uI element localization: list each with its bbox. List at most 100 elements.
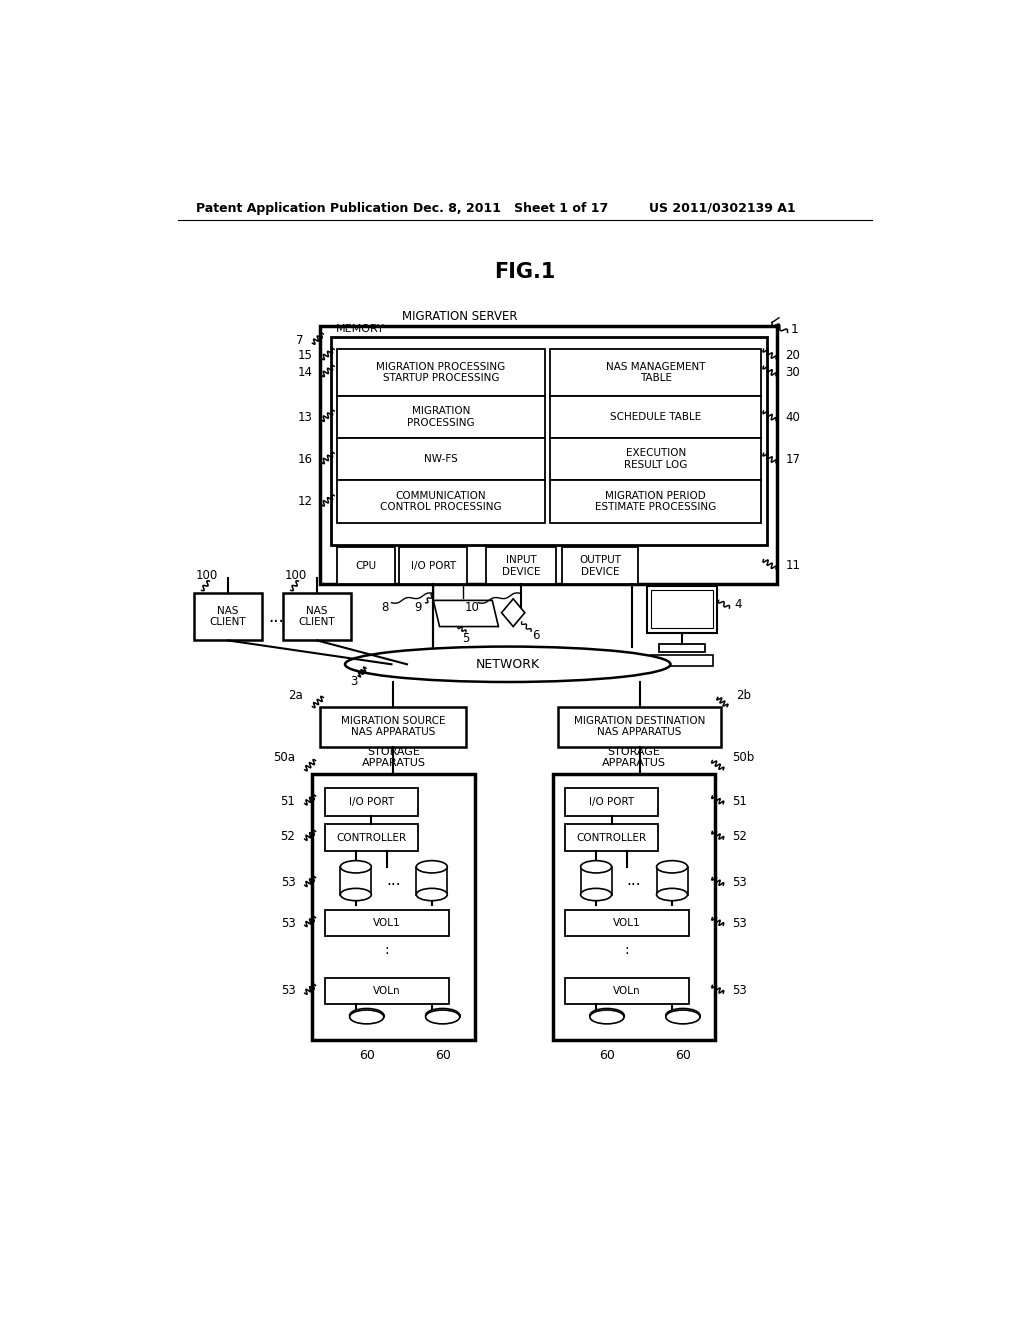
Bar [337, 438, 545, 480]
Text: CONTROLLER: CONTROLLER [336, 833, 407, 842]
Bar [399, 548, 467, 585]
Ellipse shape [345, 647, 671, 682]
Text: 10: 10 [465, 601, 479, 614]
Text: I/O PORT: I/O PORT [589, 797, 634, 807]
Bar [565, 909, 689, 936]
Text: MIGRATION PERIOD
ESTIMATE PROCESSING: MIGRATION PERIOD ESTIMATE PROCESSING [595, 491, 717, 512]
Text: VOL1: VOL1 [613, 917, 641, 928]
Text: INPUT
DEVICE: INPUT DEVICE [502, 554, 541, 577]
Text: MEMORY: MEMORY [336, 325, 384, 334]
Bar [337, 396, 545, 438]
Bar [550, 396, 761, 438]
Text: NAS MANAGEMENT
TABLE: NAS MANAGEMENT TABLE [606, 362, 706, 383]
Text: 5: 5 [462, 632, 470, 645]
Text: :: : [625, 942, 630, 957]
Text: MIGRATION SERVER: MIGRATION SERVER [401, 310, 517, 323]
Polygon shape [433, 601, 499, 627]
Text: FIG.1: FIG.1 [495, 263, 555, 282]
Text: 12: 12 [297, 495, 312, 508]
Ellipse shape [590, 1010, 624, 1024]
Bar [565, 788, 658, 816]
Bar [565, 824, 658, 851]
Bar [321, 706, 466, 747]
Text: 60: 60 [599, 1049, 614, 1063]
Bar [590, 1015, 624, 1016]
Text: 4: 4 [734, 598, 741, 611]
Ellipse shape [349, 1010, 384, 1024]
Text: 52: 52 [281, 830, 295, 843]
Text: 7: 7 [296, 334, 303, 347]
Text: VOL1: VOL1 [373, 917, 400, 928]
Text: COMMUNICATION
CONTROL PROCESSING: COMMUNICATION CONTROL PROCESSING [380, 491, 502, 512]
Text: CONTROLLER: CONTROLLER [577, 833, 647, 842]
Bar [337, 480, 545, 523]
Bar [550, 438, 761, 480]
Text: 13: 13 [298, 411, 312, 424]
Bar [651, 655, 713, 665]
Bar [417, 867, 447, 895]
Text: VOLn: VOLn [373, 986, 400, 995]
Text: 60: 60 [358, 1049, 375, 1063]
Text: MIGRATION SOURCE
NAS APPARATUS: MIGRATION SOURCE NAS APPARATUS [341, 715, 445, 738]
Ellipse shape [656, 861, 687, 873]
Bar [553, 775, 716, 1040]
Bar [486, 548, 556, 585]
Text: 51: 51 [281, 795, 295, 808]
Text: 3: 3 [350, 675, 358, 688]
Text: 50b: 50b [732, 751, 755, 764]
Text: 51: 51 [732, 795, 748, 808]
Bar [349, 1015, 384, 1016]
Bar [565, 978, 689, 1003]
Bar [550, 350, 761, 396]
Text: Patent Application Publication: Patent Application Publication [197, 202, 409, 215]
Text: 53: 53 [281, 916, 295, 929]
Text: 2b: 2b [736, 689, 752, 702]
Bar [331, 337, 767, 545]
Ellipse shape [340, 888, 372, 900]
Ellipse shape [426, 1008, 460, 1022]
Text: ...: ... [627, 873, 641, 888]
Text: MIGRATION DESTINATION
NAS APPARATUS: MIGRATION DESTINATION NAS APPARATUS [573, 715, 706, 738]
Bar [558, 706, 721, 747]
Text: 11: 11 [785, 560, 800, 573]
Text: 53: 53 [732, 875, 748, 888]
Bar [325, 978, 449, 1003]
Text: 100: 100 [285, 569, 307, 582]
Bar [562, 548, 638, 585]
Text: 53: 53 [732, 916, 748, 929]
Ellipse shape [666, 1010, 700, 1024]
Text: I/O PORT: I/O PORT [411, 561, 456, 570]
Text: STORAGE
APPARATUS: STORAGE APPARATUS [361, 747, 426, 768]
Text: EXECUTION
RESULT LOG: EXECUTION RESULT LOG [624, 449, 687, 470]
Bar [658, 644, 706, 652]
Text: ...: ... [268, 607, 284, 626]
Text: 52: 52 [732, 830, 748, 843]
Ellipse shape [590, 1008, 624, 1022]
Ellipse shape [581, 888, 611, 900]
Ellipse shape [417, 861, 447, 873]
Text: 60: 60 [435, 1049, 451, 1063]
Bar [550, 480, 761, 523]
Text: 40: 40 [785, 411, 800, 424]
Bar [312, 775, 475, 1040]
Text: 53: 53 [732, 985, 748, 998]
Text: SCHEDULE TABLE: SCHEDULE TABLE [610, 412, 701, 421]
Bar [325, 909, 449, 936]
Text: NAS
CLIENT: NAS CLIENT [299, 606, 336, 627]
Bar [325, 788, 418, 816]
Bar [283, 593, 351, 640]
Ellipse shape [656, 888, 687, 900]
Text: :: : [385, 942, 389, 957]
Ellipse shape [349, 1008, 384, 1022]
Text: MIGRATION
PROCESSING: MIGRATION PROCESSING [408, 407, 475, 428]
Text: 53: 53 [281, 985, 295, 998]
Text: NETWORK: NETWORK [476, 657, 540, 671]
Text: MIGRATION PROCESSING
STARTUP PROCESSING: MIGRATION PROCESSING STARTUP PROCESSING [377, 362, 506, 383]
Bar [426, 1015, 460, 1016]
Text: 15: 15 [298, 348, 312, 362]
Ellipse shape [666, 1008, 700, 1022]
Text: NAS
CLIENT: NAS CLIENT [210, 606, 247, 627]
Text: US 2011/0302139 A1: US 2011/0302139 A1 [649, 202, 796, 215]
Bar [194, 593, 262, 640]
Text: 2a: 2a [289, 689, 303, 702]
